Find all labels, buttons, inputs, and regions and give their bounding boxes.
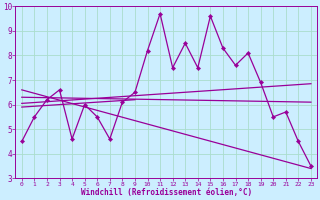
- X-axis label: Windchill (Refroidissement éolien,°C): Windchill (Refroidissement éolien,°C): [81, 188, 252, 197]
